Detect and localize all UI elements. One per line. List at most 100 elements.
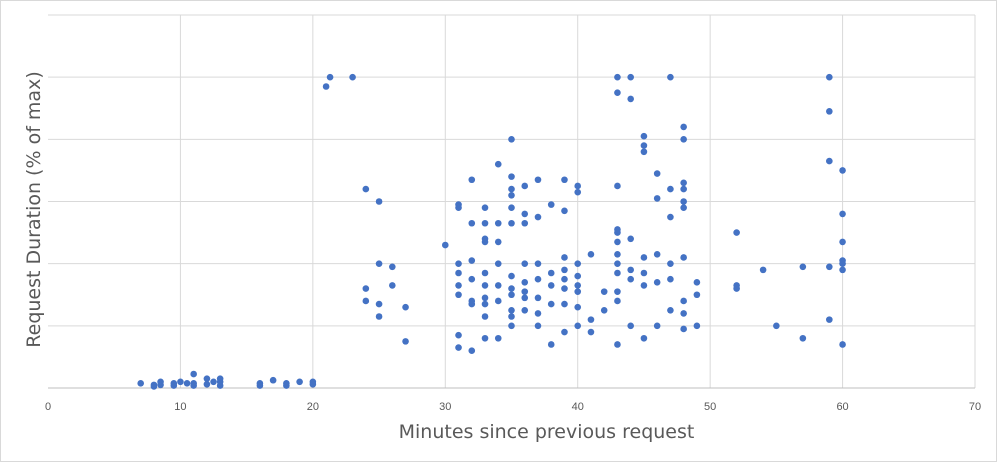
data-point [574,288,582,295]
data-point [587,251,595,258]
data-point [574,260,582,267]
x-axis-title: Minutes since previous request [399,421,695,443]
data-point [667,260,674,267]
data-point [468,275,476,283]
data-point [574,188,582,196]
data-point [375,300,383,308]
data-point [680,297,687,305]
data-point [150,383,158,390]
data-point [614,73,621,81]
data-point [614,229,621,236]
data-point [680,254,687,261]
data-point [839,260,846,267]
data-point [653,279,661,286]
data-point [481,294,489,302]
data-point [402,338,409,345]
data-point [402,303,409,311]
data-point [170,382,178,389]
data-point [627,275,634,283]
data-point [653,195,661,202]
data-point [494,160,502,168]
data-point [508,291,515,299]
data-point [574,182,582,190]
data-point [693,322,701,330]
data-point [534,275,542,283]
data-point [680,325,687,333]
data-point [627,95,634,103]
data-point [296,378,303,386]
data-point [799,263,807,271]
data-point [177,378,184,386]
data-point [203,380,211,388]
data-point [587,328,595,336]
data-point [680,136,687,143]
data-point [680,123,687,131]
data-point [680,179,687,187]
data-point [468,347,476,355]
data-point [640,132,648,140]
data-point [455,344,462,351]
data-point [481,219,489,227]
x-tick-label: 20 [307,401,319,413]
data-point [349,73,356,81]
data-point [733,229,740,236]
data-point [375,313,383,320]
data-point [481,334,489,342]
data-point [693,279,701,286]
data-point [600,306,608,314]
data-point [468,257,476,264]
data-point [614,288,621,295]
data-point [256,382,264,389]
data-point [455,269,462,277]
data-point [183,380,191,387]
data-point [508,204,515,212]
data-point [799,334,807,342]
data-point [667,213,674,221]
data-point [521,260,529,267]
data-point [481,269,489,277]
data-point [309,380,317,388]
data-point [481,238,489,246]
data-point [667,275,674,283]
data-point [534,322,542,330]
data-point [627,235,634,243]
data-point [494,334,502,342]
data-point [561,328,568,336]
data-point [839,167,846,174]
data-point [547,282,555,289]
data-point [326,73,334,81]
data-point [534,260,542,267]
x-tick-label: 50 [704,401,716,413]
x-tick-label: 10 [174,401,186,413]
data-point [826,108,833,115]
x-tick-labels: 0 10 20 30 40 50 60 70 [45,401,981,413]
data-point [574,322,582,330]
data-point [547,201,555,208]
data-point [640,334,648,342]
data-point [508,285,515,292]
data-point [839,238,846,246]
data-point [839,341,846,348]
data-point [614,89,621,97]
data-point [614,182,621,190]
y-axis-title: Request Duration (% of max) [23,71,45,347]
data-point [547,300,555,308]
data-point [640,142,648,149]
data-point [839,266,846,274]
data-point [375,198,383,205]
x-tick-label: 30 [439,401,451,413]
data-point [839,210,846,218]
data-point [680,185,687,193]
data-point [481,300,489,308]
data-point [494,297,502,305]
data-point [653,251,661,258]
data-point [640,282,648,289]
data-point [521,210,529,218]
data-point [521,288,529,295]
data-point [653,170,661,177]
data-point [561,176,568,184]
data-point [534,310,542,317]
data-point [468,176,476,184]
data-point [614,269,621,277]
